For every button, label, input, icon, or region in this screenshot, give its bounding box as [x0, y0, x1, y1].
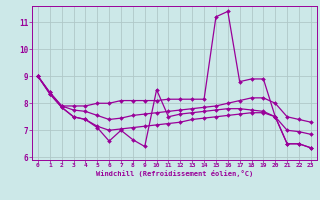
X-axis label: Windchill (Refroidissement éolien,°C): Windchill (Refroidissement éolien,°C) [96, 170, 253, 177]
